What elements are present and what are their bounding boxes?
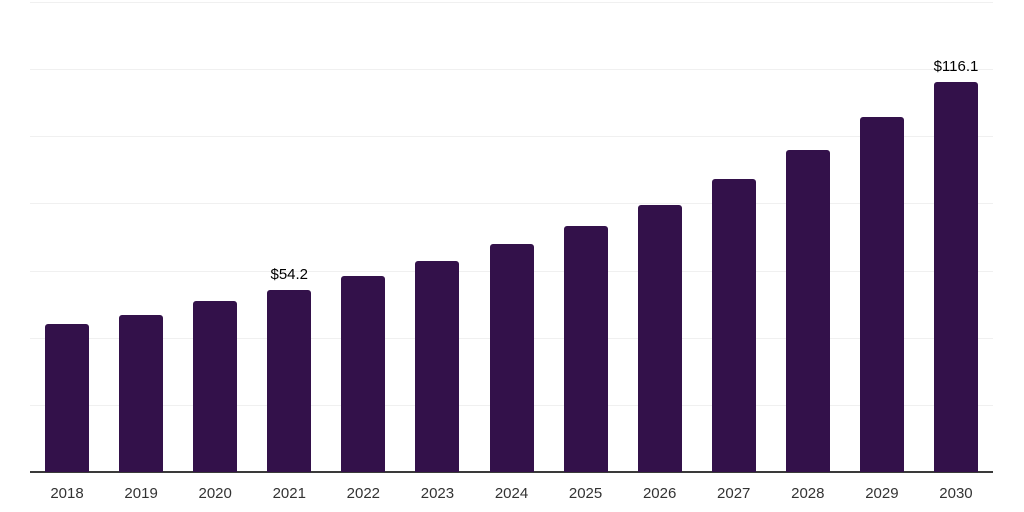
gridline-100 xyxy=(30,136,993,138)
data-label-2030: $116.1 xyxy=(933,58,979,76)
gridline-80 xyxy=(30,203,993,205)
x-tick-label-2021: 2021 xyxy=(272,485,306,502)
gridline-140 xyxy=(30,2,993,3)
x-tick-label-2030: 2030 xyxy=(939,485,973,502)
x-tick-label-2023: 2023 xyxy=(420,485,455,502)
bar-2023 xyxy=(415,260,460,472)
bar-2027 xyxy=(711,179,756,472)
x-tick-label-2018: 2018 xyxy=(50,485,84,502)
x-tick-label-2027: 2027 xyxy=(717,485,751,502)
bar-2021 xyxy=(267,290,312,472)
bar-2018 xyxy=(45,324,90,472)
bar-2028 xyxy=(785,150,830,472)
bar-2019 xyxy=(119,315,164,472)
x-tick-label-2022: 2022 xyxy=(346,485,381,502)
x-tick-label-2024: 2024 xyxy=(494,485,529,502)
x-tick-label-2020: 2020 xyxy=(198,485,232,502)
gridline-120 xyxy=(30,69,993,71)
x-axis-line xyxy=(30,471,993,473)
bar-2020 xyxy=(193,300,238,472)
x-tick-label-2028: 2028 xyxy=(791,485,825,502)
bar-2029 xyxy=(859,117,904,472)
x-tick-label-2019: 2019 xyxy=(124,485,158,502)
bar-2030 xyxy=(933,82,978,472)
bar-2025 xyxy=(563,225,608,472)
data-label-2021: $54.2 xyxy=(270,266,309,284)
x-tick-label-2025: 2025 xyxy=(568,485,603,502)
x-tick-label-2026: 2026 xyxy=(642,485,677,502)
bar-2024 xyxy=(489,244,534,472)
x-tick-label-2029: 2029 xyxy=(865,485,899,502)
bar-2026 xyxy=(637,205,682,472)
bar-2022 xyxy=(341,275,386,472)
